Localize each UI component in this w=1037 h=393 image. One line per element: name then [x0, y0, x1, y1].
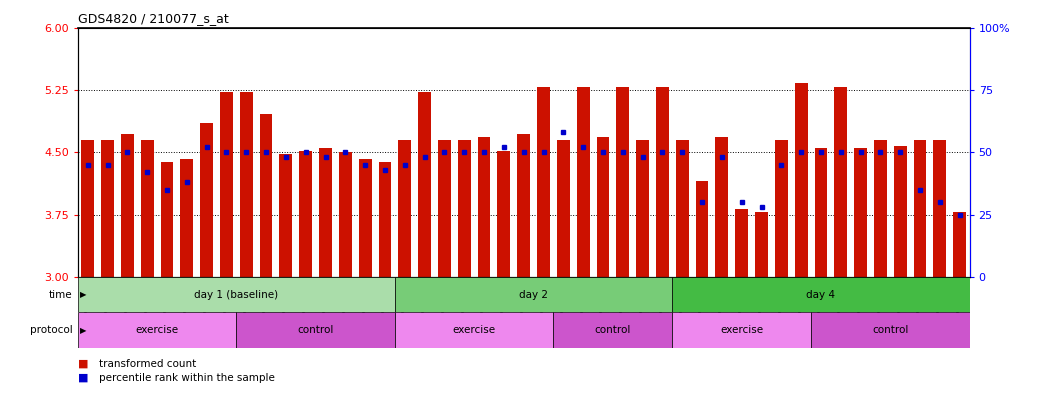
Bar [854, 148, 867, 277]
Bar [554, 312, 672, 348]
Bar [596, 137, 610, 277]
Bar [933, 140, 947, 277]
Text: control: control [872, 325, 908, 335]
Bar [339, 152, 352, 277]
Bar [557, 140, 569, 277]
Text: day 1 (baseline): day 1 (baseline) [194, 290, 278, 300]
Bar [537, 87, 550, 277]
Text: GDS4820 / 210077_s_at: GDS4820 / 210077_s_at [78, 12, 228, 25]
Text: ▶: ▶ [80, 326, 86, 334]
Bar [81, 140, 94, 277]
Bar [636, 140, 649, 277]
Bar [319, 148, 332, 277]
Bar [78, 312, 236, 348]
Bar [161, 162, 173, 277]
Bar [236, 312, 395, 348]
Text: control: control [594, 325, 632, 335]
Bar [478, 137, 491, 277]
Bar [914, 140, 926, 277]
Bar [735, 209, 748, 277]
Bar [775, 140, 788, 277]
Bar [894, 146, 906, 277]
Bar [835, 87, 847, 277]
Bar [279, 154, 292, 277]
Bar [180, 159, 193, 277]
Text: time: time [49, 290, 73, 300]
Bar [676, 140, 689, 277]
Bar [517, 134, 530, 277]
Bar [395, 277, 672, 312]
Bar [811, 312, 970, 348]
Bar [794, 83, 808, 277]
Bar [457, 140, 471, 277]
Text: exercise: exercise [452, 325, 496, 335]
Bar [656, 87, 669, 277]
Text: ■: ■ [78, 373, 92, 383]
Bar [200, 123, 213, 277]
Text: exercise: exercise [720, 325, 763, 335]
Bar [259, 114, 273, 277]
Text: ▶: ▶ [80, 290, 86, 299]
Bar [814, 148, 828, 277]
Bar [220, 92, 233, 277]
Text: ■: ■ [78, 358, 92, 369]
Bar [141, 140, 153, 277]
Bar [359, 159, 371, 277]
Bar [78, 277, 395, 312]
Bar [874, 140, 887, 277]
Bar [101, 140, 114, 277]
Bar [672, 277, 970, 312]
Bar [121, 134, 134, 277]
Bar [716, 137, 728, 277]
Text: protocol: protocol [30, 325, 73, 335]
Bar [395, 312, 554, 348]
Bar [379, 162, 391, 277]
Bar [240, 92, 253, 277]
Bar [672, 312, 811, 348]
Bar [577, 87, 590, 277]
Bar [300, 151, 312, 277]
Text: percentile rank within the sample: percentile rank within the sample [99, 373, 275, 383]
Text: exercise: exercise [136, 325, 178, 335]
Bar [498, 151, 510, 277]
Bar [616, 87, 629, 277]
Text: day 4: day 4 [807, 290, 836, 300]
Text: day 2: day 2 [520, 290, 549, 300]
Bar [438, 140, 451, 277]
Bar [398, 140, 412, 277]
Bar [755, 212, 768, 277]
Text: control: control [298, 325, 334, 335]
Text: transformed count: transformed count [99, 358, 196, 369]
Bar [696, 182, 708, 277]
Bar [953, 212, 966, 277]
Bar [418, 92, 431, 277]
